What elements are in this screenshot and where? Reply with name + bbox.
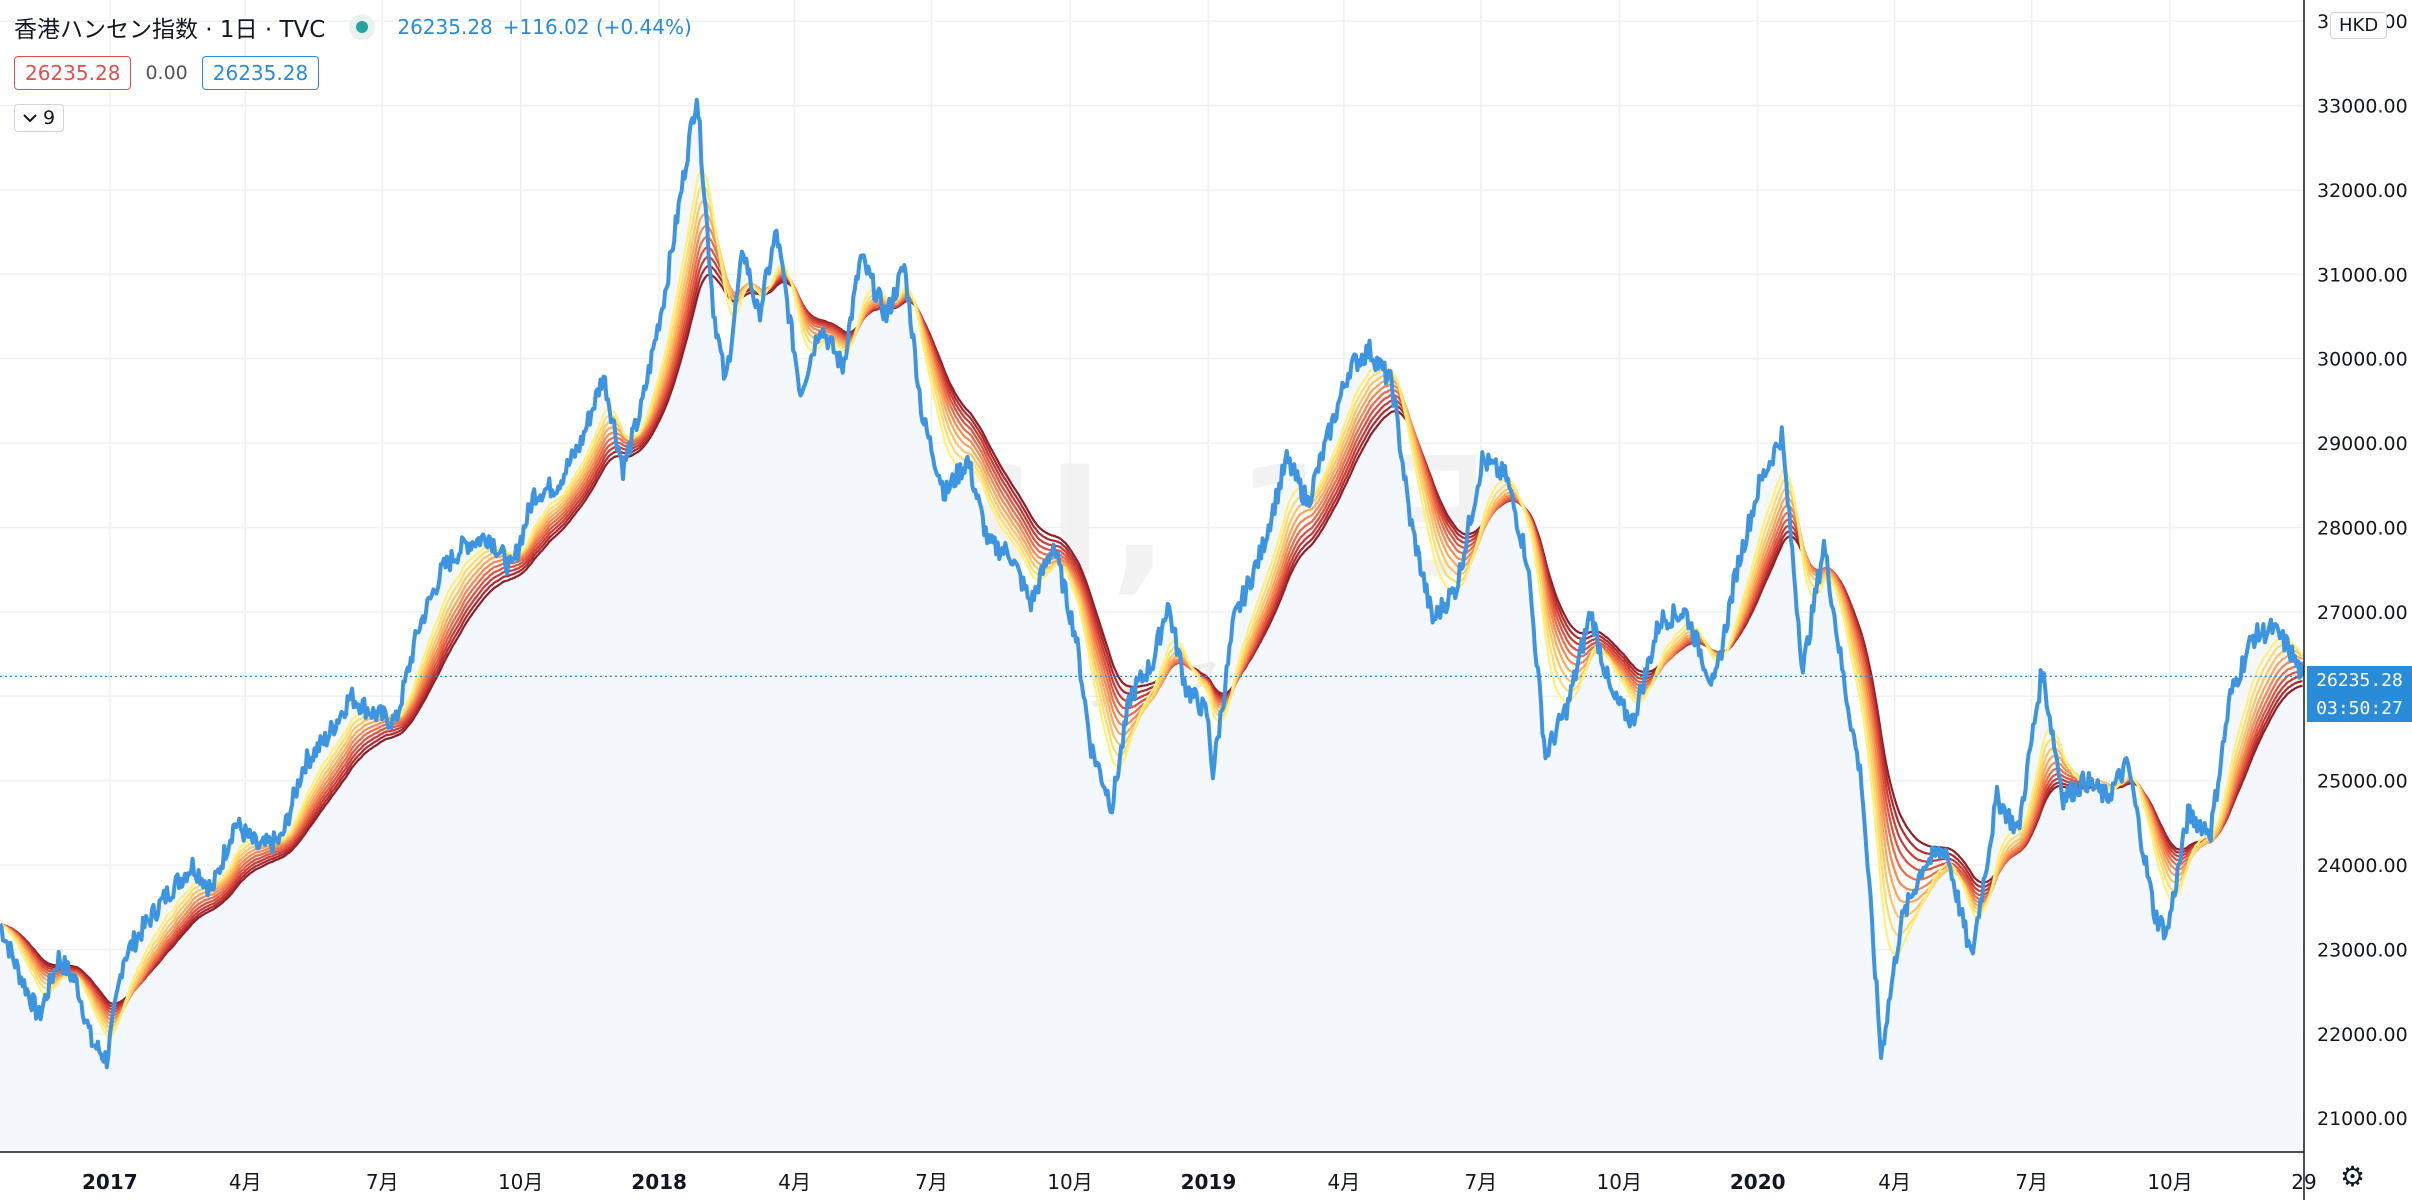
- price-series: [0, 97, 2305, 1070]
- currency-button[interactable]: HKD: [2330, 12, 2388, 39]
- x-tick-label: 10月: [1047, 1170, 1092, 1194]
- indicator-values: 26235.28 0.00 26235.28: [14, 56, 320, 90]
- market-status-icon[interactable]: [349, 14, 376, 40]
- x-tick-label: 7月: [915, 1170, 948, 1194]
- indicators-collapse-button[interactable]: 9: [14, 104, 65, 132]
- y-tick-label: 27000.00: [2317, 602, 2408, 624]
- countdown-tag: 03:50:27: [2307, 694, 2412, 722]
- y-tick-label: 22000.00: [2317, 1024, 2408, 1046]
- x-tick-label: 4月: [778, 1170, 811, 1194]
- x-tick-label: 10月: [1597, 1170, 1642, 1194]
- x-tick-label: 2017: [82, 1170, 138, 1194]
- x-tick-label: 2019: [1181, 1170, 1237, 1194]
- x-tick-label: 7月: [1464, 1170, 1497, 1194]
- indicator-value-mid: 0.00: [145, 62, 188, 84]
- last-price-tag: 26235.28: [2307, 666, 2412, 694]
- y-tick-label: 24000.00: [2317, 855, 2408, 877]
- area-fill: [0, 99, 2303, 1152]
- x-tick-label: 7月: [2015, 1170, 2048, 1194]
- area-fill-path: [0, 99, 2303, 1152]
- y-tick-label: 28000.00: [2317, 517, 2408, 539]
- indicator-value-blue[interactable]: 26235.28: [201, 56, 320, 90]
- x-tick-label: 7月: [366, 1170, 399, 1194]
- x-tick-label: 2018: [631, 1170, 687, 1194]
- y-tick-label: 30000.00: [2317, 349, 2408, 371]
- y-tick-label: 23000.00: [2317, 939, 2408, 961]
- x-tick-label: 2020: [1730, 1170, 1786, 1194]
- legend-change: +116.02 (+0.44%): [502, 15, 692, 39]
- x-tick-label: 10月: [498, 1170, 543, 1194]
- x-tick-label: 4月: [1878, 1170, 1911, 1194]
- y-tick-label: 21000.00: [2317, 1108, 2408, 1130]
- y-tick-label: 32000.00: [2317, 180, 2408, 202]
- y-tick-label: 29000.00: [2317, 433, 2408, 455]
- y-tick-label: 31000.00: [2317, 264, 2408, 286]
- legend: 香港ハンセン指数 · 1日 · TVC 26235.28 +116.02 (+0…: [14, 10, 692, 44]
- ma-line-65: [0, 273, 2303, 1005]
- gear-icon[interactable]: ⚙: [2340, 1160, 2366, 1193]
- price-line: [0, 97, 2305, 1070]
- legend-price: 26235.28: [397, 15, 493, 39]
- chevron-down-icon: [23, 114, 37, 123]
- y-tick-label: 33000.00: [2317, 95, 2408, 117]
- indicator-count: 9: [43, 107, 56, 129]
- ma-line-50: [0, 246, 2303, 1014]
- ma-line-60: [0, 264, 2303, 1008]
- x-tick-label: 4月: [1328, 1170, 1361, 1194]
- symbol-title[interactable]: 香港ハンセン指数 · 1日 · TVC: [14, 17, 326, 43]
- indicator-value-red[interactable]: 26235.28: [14, 56, 132, 90]
- x-tick-label: 4月: [229, 1170, 262, 1194]
- y-tick-label: 25000.00: [2317, 771, 2408, 793]
- x-tick-label: 10月: [2147, 1170, 2192, 1194]
